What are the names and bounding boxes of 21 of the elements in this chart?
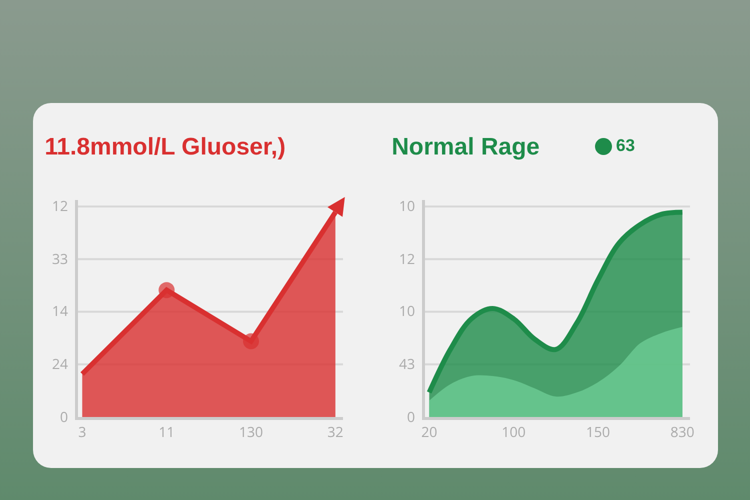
x-tick-label: 150 [586, 422, 610, 442]
x-tick-label: 100 [502, 422, 526, 442]
chart-title: Normal Rage [392, 133, 540, 160]
x-tick-label: 11 [158, 422, 175, 442]
chart-subtitle: 63 [616, 136, 635, 156]
x-tick-label: 3 [78, 422, 86, 442]
chart-title: 11.8mmol/L Gluoser,) [44, 133, 286, 160]
text: 24 [52, 355, 68, 374]
text: 43 [399, 355, 416, 374]
text: 0 [60, 408, 68, 427]
text: 10 [399, 302, 416, 321]
text: 12 [399, 250, 416, 269]
x-tick-label: 32 [327, 422, 344, 442]
text: 14 [52, 302, 68, 321]
text: 0 [407, 408, 416, 427]
text: 33 [52, 250, 68, 269]
x-tick-label: 830 [670, 422, 694, 442]
x-tick-label: 130 [239, 422, 264, 442]
x-tick-label: 20 [421, 422, 438, 442]
text: 10 [399, 197, 416, 216]
text: 12 [52, 197, 68, 216]
